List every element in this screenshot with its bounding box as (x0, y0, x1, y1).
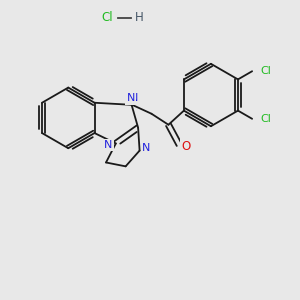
Text: N: N (142, 143, 150, 153)
Text: N: N (130, 93, 138, 103)
Text: Cl: Cl (260, 66, 271, 76)
Text: N: N (127, 93, 135, 103)
Text: H: H (135, 11, 144, 24)
Text: N: N (104, 140, 112, 150)
Text: Cl: Cl (101, 11, 113, 24)
Text: O: O (181, 140, 190, 153)
Text: Cl: Cl (260, 114, 271, 124)
